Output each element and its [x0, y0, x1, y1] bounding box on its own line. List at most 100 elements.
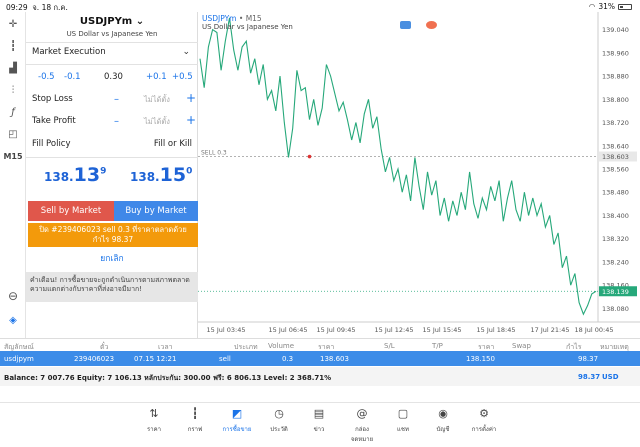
trade-profit: 98.37 — [578, 355, 599, 363]
y-tick-label: 138.320 — [602, 235, 629, 243]
chart-toolbar: ✛ ┇ ▟ ⫶ ƒ ◰ M15 ⊖ ◈ — [0, 12, 26, 338]
signal-icon[interactable] — [426, 21, 437, 29]
indicators-icon[interactable]: ▟ — [9, 62, 17, 74]
x-tick-label: 15 Jul 18:45 — [477, 326, 516, 334]
battery-percent: 31% — [598, 2, 615, 11]
y-tick-label: 138.080 — [602, 305, 629, 313]
y-tick-label: 138.560 — [602, 166, 629, 174]
chart-description: US Dollar vs Japanese Yen — [202, 23, 293, 31]
table-row[interactable]: usdjpym 239406023 07.15 12:21 sell 0.3 1… — [0, 351, 640, 366]
volume-plus-0-5-button[interactable]: +0.5 — [172, 72, 193, 82]
tab-account[interactable]: ◉ บัญชี — [425, 407, 461, 434]
col-time: เวลา — [158, 343, 173, 351]
stop-loss-minus-button[interactable]: – — [114, 94, 119, 105]
volume-minus-0-1-button[interactable]: -0.1 — [64, 72, 81, 82]
take-profit-label: Take Profit — [32, 116, 76, 126]
bid-price: 138.139 — [44, 164, 107, 186]
execution-select[interactable]: Market Execution ⌄ — [32, 47, 194, 61]
col-ticket: ตั๋ว — [100, 343, 109, 351]
col-symbol: สัญลักษณ์ — [4, 343, 34, 351]
execution-warning: คำเตือน! การซื้อขายจะถูกดำเนินการตามสภาพ… — [26, 272, 198, 302]
volume-input[interactable]: 0.30 — [104, 72, 123, 82]
x-tick-label: 17 Jul 21:45 — [531, 326, 570, 334]
currency: USD — [602, 373, 619, 381]
sell-by-market-button[interactable]: Sell by Market — [28, 201, 114, 221]
history-icon: ◷ — [274, 407, 284, 420]
volume-plus-0-1-button[interactable]: +0.1 — [146, 72, 167, 82]
tab-settings[interactable]: ⚙ การตั้งค่า — [466, 407, 502, 434]
volume-minus-0-5-button[interactable]: -0.5 — [38, 72, 55, 82]
objects-icon[interactable]: ⫶ — [11, 84, 15, 96]
stop-loss-input[interactable]: ไม่ได้ตั้ง — [144, 95, 170, 104]
shapes-icon[interactable]: ◰ — [8, 128, 18, 140]
sell-entry-marker — [307, 154, 312, 159]
buy-by-market-button[interactable]: Buy by Market — [114, 201, 198, 221]
function-icon[interactable]: ƒ — [11, 106, 15, 118]
x-tick-label: 15 Jul 03:45 — [207, 326, 246, 334]
col-price: ราคา — [318, 343, 335, 351]
tab-chart[interactable]: ┇ กราฟ — [177, 407, 213, 434]
col-type: ประเภท — [234, 343, 258, 351]
chart-icon: ┇ — [191, 407, 199, 420]
chat-icon: ▢ — [397, 407, 409, 420]
sell-price-tag — [599, 151, 637, 162]
battery-icon — [618, 3, 632, 10]
mailbox-icon: @ — [356, 407, 368, 420]
price-series-line — [199, 17, 597, 316]
fill-policy-value: Fill or Kill — [153, 139, 192, 149]
y-tick-label: 138.139 — [602, 288, 629, 296]
current-price-tag — [599, 286, 637, 297]
stop-loss-row: Stop Loss – ไม่ได้ตั้ง + — [32, 91, 197, 108]
x-tick-label: 15 Jul 06:45 — [269, 326, 308, 334]
col-current: ราคา — [478, 343, 495, 351]
one-click-icon[interactable] — [400, 21, 411, 29]
zoom-icon[interactable]: ⊖ — [7, 289, 19, 303]
tab-trade[interactable]: ◩ การซื้อขาย — [219, 407, 255, 434]
candles-icon[interactable]: ┇ — [9, 40, 17, 52]
ask-price: 138.150 — [130, 164, 193, 186]
trade-volume: 0.3 — [282, 355, 294, 363]
close-position-button[interactable]: ปิด #239406023 sell 0.3 ที่ราคาตลาดด้วย … — [28, 223, 198, 247]
divider — [26, 157, 198, 158]
fill-policy-label: Fill Policy — [32, 139, 71, 149]
chart-svg: 139.040 138.960 138.880 138.800 138.720 138.6… — [198, 12, 640, 334]
take-profit-plus-button[interactable]: + — [186, 113, 197, 127]
tab-history[interactable]: ◷ ประวัติ — [261, 407, 297, 434]
price-chart[interactable]: 139.040 138.960 138.880 138.800 138.720 138.6… — [198, 12, 640, 338]
order-panel: USDJPYm ⌄ US Dollar vs Japanese Yen Mark… — [26, 12, 198, 338]
crosshair-icon[interactable]: ✛ — [8, 18, 18, 30]
status-bar: 09:29 จ. 18 ก.ค. ◠ 31% — [0, 0, 640, 12]
y-tick-label: 138.880 — [602, 73, 629, 81]
balance-summary: Balance: 7 007.76 Equity: 7 106.13 หลักป… — [4, 374, 332, 382]
x-tick-label: 15 Jul 09:45 — [317, 326, 356, 334]
symbol-description: US Dollar vs Japanese Yen — [66, 30, 158, 38]
tab-quotes[interactable]: ⇅ ราคา — [136, 407, 172, 434]
close-position-profit: กำไร 98.37 — [92, 235, 134, 244]
timeframe-button[interactable]: M15 — [3, 151, 23, 161]
y-tick-label: 138.400 — [602, 212, 629, 220]
x-tick-label: 15 Jul 15:45 — [423, 326, 462, 334]
fill-policy-row[interactable]: Fill Policy Fill or Kill — [32, 139, 194, 153]
wifi-icon: ◠ — [588, 2, 596, 11]
one-click-trading-icon[interactable]: ◈ — [9, 314, 17, 326]
y-tick-label: 138.800 — [602, 96, 629, 104]
total-profit: 98.37 — [578, 373, 601, 381]
take-profit-row: Take Profit – ไม่ได้ตั้ง + — [32, 113, 197, 130]
take-profit-minus-button[interactable]: – — [114, 116, 119, 127]
tab-mailbox[interactable]: @ กล่องจดหมาย — [344, 407, 380, 444]
divider — [26, 42, 198, 43]
trade-symbol: usdjpym — [4, 355, 34, 363]
tab-news[interactable]: ▤ ข่าว — [301, 407, 337, 434]
stop-loss-plus-button[interactable]: + — [186, 91, 197, 105]
account-icon: ◉ — [438, 407, 448, 420]
trade-type: sell — [219, 355, 231, 363]
tab-chat[interactable]: ▢ แชท — [385, 407, 421, 434]
chevron-down-icon: ⌄ — [182, 47, 190, 57]
volume-stepper: -0.5 -0.1 0.30 +0.1 +0.5 — [26, 72, 198, 86]
news-icon: ▤ — [313, 407, 325, 420]
symbol-selector[interactable]: USDJPYm ⌄ — [79, 16, 145, 27]
cancel-button[interactable]: ยกเลิก — [100, 254, 124, 264]
take-profit-input[interactable]: ไม่ได้ตั้ง — [144, 117, 170, 126]
y-tick-label: 138.960 — [602, 49, 629, 57]
y-tick-label: 138.720 — [602, 119, 629, 127]
